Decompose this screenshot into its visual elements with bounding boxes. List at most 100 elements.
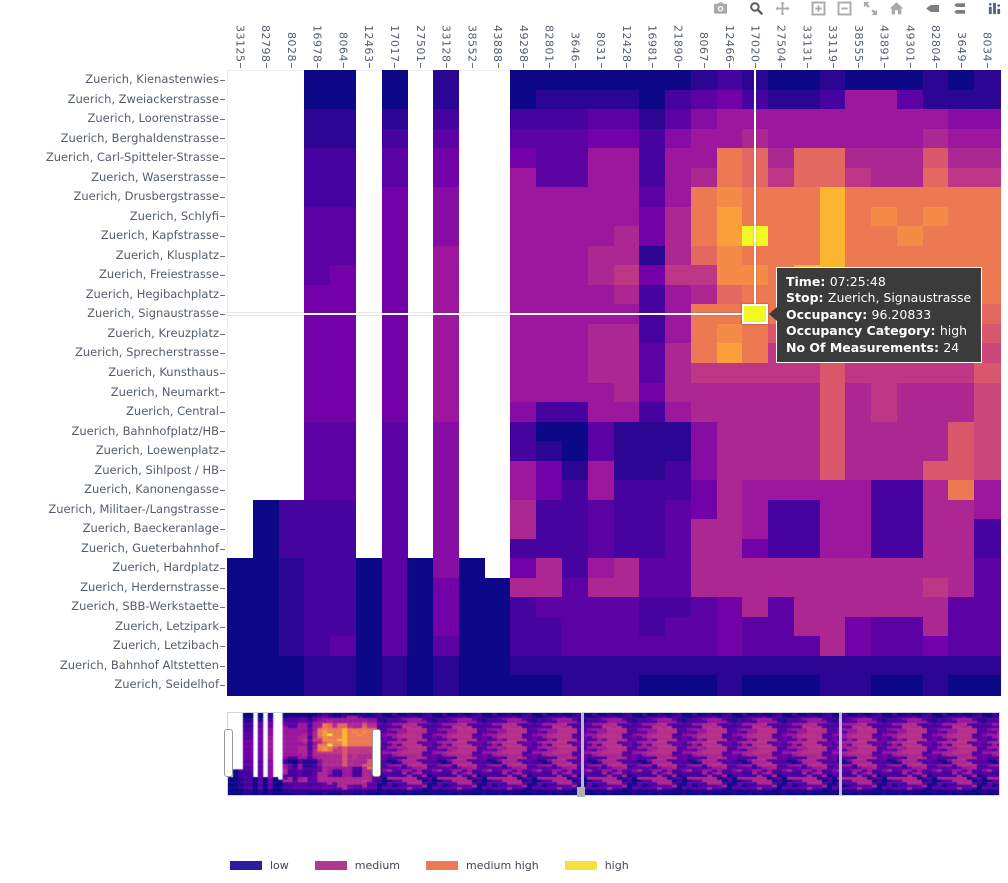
heatmap-cell[interactable] <box>922 402 950 423</box>
hover-compare-icon[interactable] <box>951 1 966 16</box>
heatmap-cell[interactable] <box>510 148 537 169</box>
heatmap-cell[interactable] <box>845 655 872 677</box>
heatmap-cell[interactable] <box>587 480 615 501</box>
heatmap-cell[interactable] <box>433 245 460 266</box>
rangeslider[interactable] <box>224 712 1000 797</box>
heatmap-cell[interactable] <box>330 70 357 91</box>
heatmap-cell[interactable] <box>845 421 872 442</box>
heatmap-cell[interactable] <box>639 460 666 481</box>
heatmap-cell[interactable] <box>716 519 743 540</box>
heatmap-cell[interactable] <box>587 577 615 598</box>
heatmap-cell[interactable] <box>742 480 769 501</box>
heatmap-cell[interactable] <box>304 226 331 247</box>
heatmap-cell[interactable] <box>587 402 615 423</box>
heatmap-cell[interactable] <box>458 675 486 696</box>
heatmap-cell[interactable] <box>871 402 898 423</box>
heatmap-cell[interactable] <box>665 109 692 130</box>
heatmap-cell[interactable] <box>536 128 563 149</box>
heatmap-cell[interactable] <box>587 597 615 618</box>
heatmap-cell[interactable] <box>819 362 846 384</box>
heatmap-cell[interactable] <box>948 245 975 266</box>
heatmap-cell[interactable] <box>793 109 821 130</box>
heatmap-cell[interactable] <box>974 616 1001 637</box>
heatmap-cell[interactable] <box>639 109 666 130</box>
heatmap-cell[interactable] <box>922 70 950 91</box>
heatmap-cell[interactable] <box>793 206 821 227</box>
heatmap-cell[interactable] <box>716 558 743 579</box>
heatmap-cell[interactable] <box>355 577 383 598</box>
heatmap-cell[interactable] <box>690 538 718 559</box>
heatmap-cell[interactable] <box>845 519 872 540</box>
heatmap-cell[interactable] <box>896 382 924 403</box>
heatmap-cell[interactable] <box>639 187 666 208</box>
heatmap-cell[interactable] <box>613 480 640 501</box>
heatmap-cell[interactable] <box>871 460 898 481</box>
heatmap-cell[interactable] <box>819 655 846 677</box>
heatmap-cell[interactable] <box>974 148 1001 169</box>
heatmap-cell[interactable] <box>896 89 924 110</box>
heatmap-cell[interactable] <box>613 636 640 657</box>
heatmap-cell[interactable] <box>252 538 280 559</box>
heatmap-cell[interactable] <box>845 148 872 169</box>
heatmap-cell[interactable] <box>819 382 846 403</box>
heatmap-cell[interactable] <box>896 597 924 618</box>
heatmap-cell[interactable] <box>510 323 537 345</box>
heatmap-cell[interactable] <box>484 655 512 677</box>
heatmap-cell[interactable] <box>587 519 615 540</box>
heatmap-cell[interactable] <box>613 519 640 540</box>
heatmap-cell[interactable] <box>690 421 718 442</box>
heatmap-cell[interactable] <box>561 128 589 149</box>
heatmap-cell[interactable] <box>716 538 743 559</box>
heatmap-cell[interactable] <box>433 362 460 384</box>
heatmap-cell[interactable] <box>845 245 872 266</box>
heatmap-cell[interactable] <box>845 402 872 423</box>
heatmap-cell[interactable] <box>613 167 640 188</box>
heatmap-cell[interactable] <box>587 362 615 384</box>
heatmap-cell[interactable] <box>561 538 589 559</box>
heatmap-cell[interactable] <box>561 167 589 188</box>
heatmap-cell[interactable] <box>304 616 331 637</box>
heatmap-cell[interactable] <box>690 558 718 579</box>
heatmap-cell[interactable] <box>665 226 692 247</box>
heatmap-cell[interactable] <box>587 655 615 677</box>
heatmap-cell[interactable] <box>896 362 924 384</box>
heatmap-cell[interactable] <box>819 89 846 110</box>
heatmap-cell[interactable] <box>536 519 563 540</box>
heatmap-cell[interactable] <box>613 70 640 91</box>
heatmap-cell[interactable] <box>381 109 408 130</box>
heatmap-cell[interactable] <box>871 362 898 384</box>
heatmap-cell[interactable] <box>948 616 975 637</box>
heatmap-cell[interactable] <box>330 89 357 110</box>
heatmap-cell[interactable] <box>433 109 460 130</box>
heatmap-cell[interactable] <box>561 441 589 462</box>
heatmap-cell[interactable] <box>768 109 795 130</box>
heatmap-cell[interactable] <box>227 675 254 696</box>
heatmap-cell[interactable] <box>587 421 615 442</box>
heatmap-cell[interactable] <box>974 597 1001 618</box>
heatmap-cell[interactable] <box>871 148 898 169</box>
heatmap-cell[interactable] <box>690 519 718 540</box>
heatmap-cell[interactable] <box>742 616 769 637</box>
heatmap-cell[interactable] <box>252 655 280 677</box>
heatmap-cell[interactable] <box>768 167 795 188</box>
heatmap-cell[interactable] <box>845 382 872 403</box>
heatmap-cell[interactable] <box>536 402 563 423</box>
heatmap-cell[interactable] <box>768 187 795 208</box>
heatmap-cell[interactable] <box>407 655 434 677</box>
heatmap-cell[interactable] <box>922 558 950 579</box>
heatmap-cell[interactable] <box>896 128 924 149</box>
heatmap-cell[interactable] <box>510 519 537 540</box>
heatmap-cell[interactable] <box>510 89 537 110</box>
heatmap-cell[interactable] <box>742 597 769 618</box>
heatmap-cell[interactable] <box>716 655 743 677</box>
heatmap-cell[interactable] <box>716 382 743 403</box>
heatmap-cell[interactable] <box>433 655 460 677</box>
heatmap-cell[interactable] <box>974 636 1001 657</box>
heatmap-cell[interactable] <box>587 167 615 188</box>
heatmap-cell[interactable] <box>639 441 666 462</box>
heatmap-cell[interactable] <box>433 382 460 403</box>
heatmap-cell[interactable] <box>510 441 537 462</box>
heatmap-cell[interactable] <box>742 499 769 520</box>
heatmap-cell[interactable] <box>974 362 1001 384</box>
heatmap-cell[interactable] <box>252 499 280 520</box>
